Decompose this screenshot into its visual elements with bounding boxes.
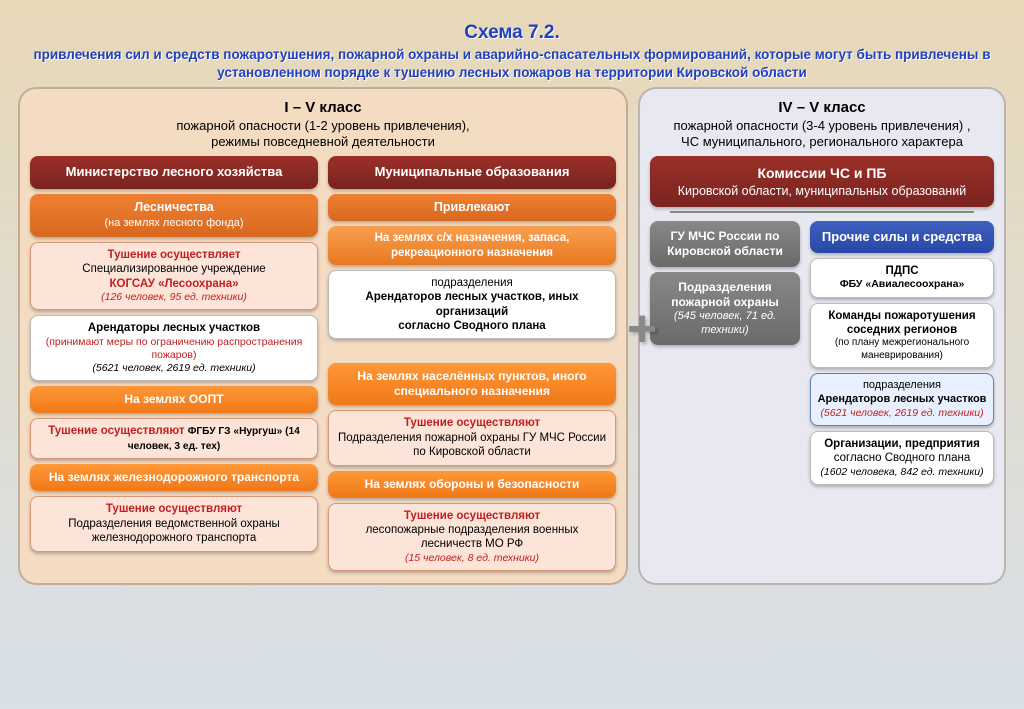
box-municipal: Муниципальные образования [328, 156, 616, 188]
left-header: I – V класс пожарной опасности (1-2 уров… [30, 99, 616, 156]
forestry-sub: (на землях лесного фонда) [104, 217, 243, 229]
left-sub2: режимы повседневной деятельности [211, 134, 435, 149]
b3-hd: Тушение осуществляют [48, 425, 184, 437]
panel-class-1-5: I – V класс пожарной опасности (1-2 уров… [18, 87, 628, 585]
comm-sub: Кировской области, муниципальных образов… [658, 183, 986, 199]
b1-l1: Специализированное учреждение [39, 262, 309, 276]
rent-l1: подразделения [816, 379, 988, 393]
right-col-mchs: ГУ МЧС России по Кировской области Подра… [650, 221, 800, 485]
muni-b1-l1: подразделения [337, 276, 607, 290]
left-col-municipal: Муниципальные образования Привлекают На … [328, 156, 616, 571]
muni-b3-em: (15 человек, 8 ед. техники) [337, 552, 607, 565]
pdps-hd: ПДПС [819, 264, 985, 278]
comm-hd: Комиссии ЧС и ПБ [658, 164, 986, 182]
scheme-title: Схема 7.2. [0, 0, 1024, 44]
box-fire-units: Подразделения пожарной охраны (545 челов… [650, 272, 800, 346]
forestry-label: Лесничества [134, 200, 213, 214]
b1-l2: КОГСАУ «Лесоохрана» [39, 277, 309, 291]
box-gu-mchs: ГУ МЧС России по Кировской области [650, 221, 800, 267]
teams-sub: (по плану межрегионального маневрировани… [819, 337, 985, 362]
muni-b3-hd: Тушение осуществляют [337, 509, 607, 523]
box-attract: Привлекают [328, 194, 616, 222]
box-rail-dept: Тушение осуществляют Подразделения ведом… [30, 496, 318, 551]
box-lesoohrana: Тушение осуществляет Специализированное … [30, 242, 318, 310]
main-layout: I – V класс пожарной опасности (1-2 уров… [0, 87, 1024, 585]
box-agri-lands: На землях с/х назначения, запаса, рекреа… [328, 226, 616, 265]
box-agri-units: подразделения Арендаторов лесных участко… [328, 270, 616, 340]
box-forestry: Лесничества (на землях лесного фонда) [30, 194, 318, 237]
right-class-label: IV – V класс [778, 99, 865, 116]
box-nurgush: Тушение осуществляют ФГБУ ГЗ «Нургуш» (1… [30, 418, 318, 460]
box-pdps: ПДПС ФБУ «Авиалесоохрана» [810, 258, 994, 298]
box-defense-lands: На землях обороны и безопасности [328, 471, 616, 498]
muni-b1-l2: Арендаторов лесных участков, иных органи… [337, 290, 607, 319]
pdps-sub: ФБУ «Авиалесоохрана» [819, 278, 985, 291]
scheme-subtitle: привлечения сил и средств пожаротушения,… [0, 44, 1024, 87]
panel-class-4-5: IV – V класс пожарной опасности (3-4 уро… [638, 87, 1006, 585]
org-em: (1602 человека, 842 ед. техники) [819, 466, 985, 479]
b4-hd: Тушение осуществляют [39, 502, 309, 516]
b2-hd: Арендаторы лесных участков [39, 321, 309, 335]
b2-em: (5621 человек, 2619 ед. техники) [39, 362, 309, 375]
muni-b2-l: Подразделения пожарной охраны ГУ МЧС Рос… [337, 431, 607, 460]
box-military: Тушение осуществляют лесопожарные подраз… [328, 503, 616, 571]
left-sub1: пожарной опасности (1-2 уровень привлече… [176, 118, 469, 133]
spacer1 [328, 344, 616, 358]
org-l: согласно Сводного плана [819, 451, 985, 465]
right-sub2: ЧС муниципального, регионального характе… [681, 134, 963, 149]
box-orgs: Организации, предприятия согласно Сводно… [810, 431, 994, 485]
box-arendatory: Арендаторы лесных участков (принимают ме… [30, 315, 318, 381]
org-hd: Организации, предприятия [819, 437, 985, 451]
box-commission: Комиссии ЧС и ПБ Кировской области, муни… [650, 156, 994, 206]
box-renters: подразделения Арендаторов лесных участко… [810, 373, 994, 426]
box-other-forces: Прочие силы и средства [810, 221, 994, 253]
right-sub1: пожарной опасности (3-4 уровень привлече… [674, 118, 971, 133]
rent-em: (5621 человек, 2619 ед. техники) [816, 407, 988, 420]
left-class-label: I – V класс [284, 99, 361, 116]
fire-em: (545 человек, 71 ед. техники) [658, 310, 792, 338]
box-settlements: На землях населённых пунктов, иного спец… [328, 363, 616, 405]
b4-l: Подразделения ведомственной охраны желез… [39, 517, 309, 546]
box-rail: На землях железнодорожного транспорта [30, 464, 318, 491]
box-neighbor-teams: Команды пожаротушения соседних регионов … [810, 303, 994, 369]
teams-hd: Команды пожаротушения соседних регионов [819, 309, 985, 338]
muni-b3-l: лесопожарные подразделения военных лесни… [337, 523, 607, 552]
b1-hd: Тушение осуществляет [39, 248, 309, 262]
rent-l2: Арендаторов лесных участков [816, 393, 988, 407]
box-ministry: Министерство лесного хозяйства [30, 156, 318, 188]
muni-b1-l3: согласно Сводного плана [337, 319, 607, 333]
connector-row [650, 207, 994, 215]
box-mchs-units: Тушение осуществляют Подразделения пожар… [328, 410, 616, 465]
plus-icon: + [620, 307, 664, 351]
b1-em: (126 человек, 95 ед. техники) [39, 291, 309, 304]
fire-hd: Подразделения пожарной охраны [658, 280, 792, 310]
box-oopt: На землях ООПТ [30, 386, 318, 413]
b2-red: (принимают меры по ограничению распростр… [39, 336, 309, 362]
left-col-ministry: Министерство лесного хозяйства Лесничест… [30, 156, 318, 571]
muni-b2-hd: Тушение осуществляют [337, 416, 607, 430]
right-col-other: Прочие силы и средства ПДПС ФБУ «Авиалес… [810, 221, 994, 485]
right-header: IV – V класс пожарной опасности (3-4 уро… [650, 99, 994, 156]
